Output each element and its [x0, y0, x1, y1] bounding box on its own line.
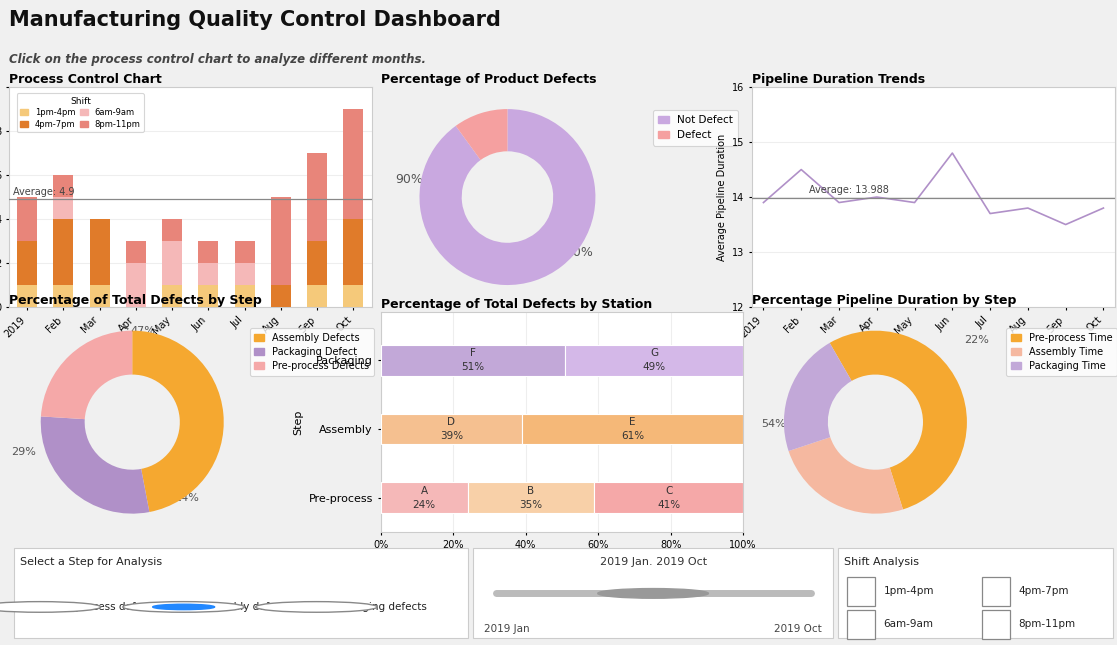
Bar	[344, 109, 363, 219]
Bar	[162, 241, 182, 285]
Text: 6am-9am: 6am-9am	[884, 619, 934, 630]
Legend: Not Defect, Defect: Not Defect, Defect	[653, 110, 738, 146]
Text: Pre-process defects: Pre-process defects	[56, 602, 157, 612]
Text: 2019 Jan. 2019 Oct: 2019 Jan. 2019 Oct	[600, 557, 707, 567]
Text: F: F	[470, 348, 476, 359]
Text: Select a Step for Analysis: Select a Step for Analysis	[20, 557, 162, 567]
Text: 10%: 10%	[566, 246, 594, 259]
Bar	[381, 413, 522, 444]
Bar	[89, 285, 109, 307]
Text: 90%: 90%	[395, 173, 423, 186]
Bar	[307, 241, 327, 285]
Text: 39%: 39%	[440, 431, 462, 441]
Text: 4pm-7pm: 4pm-7pm	[1019, 586, 1069, 597]
FancyBboxPatch shape	[839, 548, 1113, 638]
Bar	[89, 219, 109, 285]
Text: 47%: 47%	[131, 326, 155, 336]
Bar	[344, 285, 363, 307]
Text: Percentage of Total Defects by Station: Percentage of Total Defects by Station	[381, 298, 652, 311]
Legend: Pre-process Time, Assembly Time, Packaging Time: Pre-process Time, Assembly Time, Packagi…	[1006, 328, 1117, 375]
Text: 35%: 35%	[519, 500, 543, 510]
Text: Click on the process control chart to analyze different months.: Click on the process control chart to an…	[9, 53, 426, 66]
Text: 29%: 29%	[11, 447, 36, 457]
Bar	[54, 285, 74, 307]
Text: Assembly defects: Assembly defects	[199, 602, 292, 612]
Circle shape	[153, 604, 214, 610]
Text: Percentage Pipeline Duration by Step: Percentage Pipeline Duration by Step	[752, 293, 1016, 306]
Text: Average: 13.988: Average: 13.988	[809, 185, 889, 195]
Bar	[344, 219, 363, 285]
Bar	[847, 577, 875, 606]
Bar	[307, 153, 327, 241]
Circle shape	[0, 602, 101, 612]
Bar	[199, 241, 218, 263]
Bar	[565, 345, 743, 376]
Bar	[381, 345, 565, 376]
Text: 51%: 51%	[461, 362, 485, 372]
Bar	[54, 197, 74, 219]
Bar	[126, 263, 146, 307]
FancyBboxPatch shape	[15, 548, 468, 638]
Text: 49%: 49%	[642, 362, 666, 372]
Bar	[594, 482, 743, 513]
Text: E: E	[629, 417, 636, 427]
Bar	[468, 482, 594, 513]
Circle shape	[256, 602, 378, 612]
Bar	[271, 285, 290, 307]
Bar	[199, 285, 218, 307]
Bar	[162, 219, 182, 241]
Text: 2019 Oct: 2019 Oct	[774, 624, 822, 634]
Bar	[17, 197, 37, 241]
Legend: Assembly Defects, Packaging Defect, Pre-process Defects: Assembly Defects, Packaging Defect, Pre-…	[249, 328, 374, 375]
Bar	[17, 241, 37, 285]
Bar	[235, 241, 255, 263]
Bar	[162, 285, 182, 307]
Text: G: G	[650, 348, 658, 359]
Circle shape	[598, 588, 708, 599]
Bar	[235, 263, 255, 285]
Text: Shift Analysis: Shift Analysis	[843, 557, 919, 567]
Text: 2019 Jan: 2019 Jan	[485, 624, 531, 634]
Text: Percentage of Product Defects: Percentage of Product Defects	[381, 73, 596, 86]
Bar	[54, 219, 74, 285]
Bar	[235, 285, 255, 307]
Text: Average: 4.9: Average: 4.9	[12, 186, 74, 197]
Bar	[126, 241, 146, 263]
Text: 24%: 24%	[412, 500, 436, 510]
Bar	[522, 413, 743, 444]
Text: C: C	[665, 486, 672, 496]
Text: 25%: 25%	[899, 491, 924, 501]
Text: 61%: 61%	[621, 431, 645, 441]
Bar	[17, 285, 37, 307]
Text: 54%: 54%	[762, 419, 786, 428]
Text: A: A	[420, 486, 428, 496]
Bar	[271, 197, 290, 285]
Bar	[847, 610, 875, 639]
Text: 1pm-4pm: 1pm-4pm	[884, 586, 934, 597]
Circle shape	[123, 602, 245, 612]
Bar	[982, 577, 1010, 606]
Bar	[381, 482, 468, 513]
FancyBboxPatch shape	[474, 548, 833, 638]
Text: Pipeline Duration Trends: Pipeline Duration Trends	[752, 73, 925, 86]
Y-axis label: Average Pipeline Duration: Average Pipeline Duration	[716, 134, 726, 261]
Legend: 1pm-4pm, 4pm-7pm, 6am-9am, 8pm-11pm: 1pm-4pm, 4pm-7pm, 6am-9am, 8pm-11pm	[17, 94, 144, 132]
Bar	[982, 610, 1010, 639]
Text: Percentage of Total Defects by Step: Percentage of Total Defects by Step	[9, 293, 261, 306]
Y-axis label: Step: Step	[293, 410, 303, 435]
Bar	[199, 263, 218, 285]
Text: 41%: 41%	[657, 500, 680, 510]
Text: 24%: 24%	[174, 493, 199, 503]
Text: Manufacturing Quality Control Dashboard: Manufacturing Quality Control Dashboard	[9, 10, 500, 30]
Bar	[54, 175, 74, 197]
Text: 8pm-11pm: 8pm-11pm	[1019, 619, 1076, 630]
Text: Packaging defects: Packaging defects	[332, 602, 427, 612]
Text: D: D	[447, 417, 456, 427]
X-axis label: Percentage of total defects: Percentage of total defects	[491, 555, 632, 565]
Text: Process Control Chart: Process Control Chart	[9, 73, 162, 86]
Text: 22%: 22%	[964, 335, 990, 345]
Bar	[307, 285, 327, 307]
Text: B: B	[527, 486, 535, 496]
